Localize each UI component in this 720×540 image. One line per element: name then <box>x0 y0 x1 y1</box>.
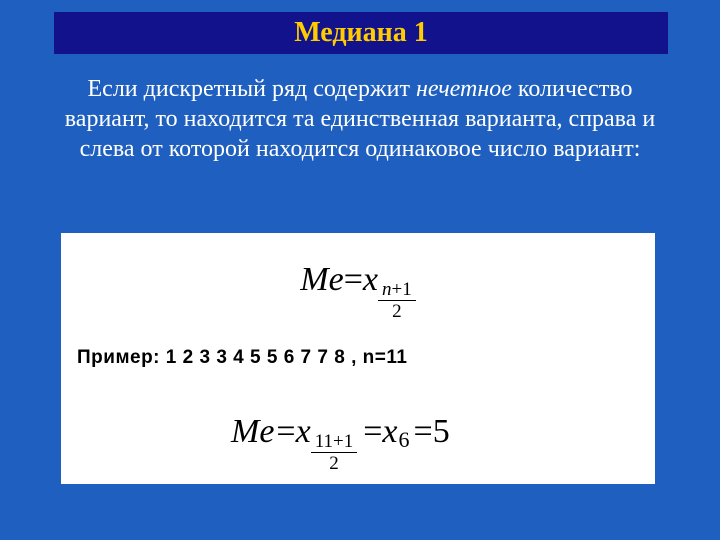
f1-eq: = <box>344 261 363 299</box>
f2-e: e <box>259 413 274 451</box>
example-comma: , <box>351 347 363 368</box>
f2-val: 5 <box>433 413 450 451</box>
f1-sub-plus1: +1 <box>391 279 411 300</box>
formula-median-general: Me = xn+12 <box>61 239 655 321</box>
slide-title: Медиана 1 <box>294 17 428 49</box>
f2-sub1-den: 2 <box>325 453 343 473</box>
f2-M: M <box>231 413 259 451</box>
f1-subscript: n+12 <box>378 280 416 321</box>
title-bar: Медиана 1 <box>54 12 668 54</box>
example-label: Пример: <box>77 347 166 368</box>
f2-eq2: = <box>363 413 382 451</box>
f1-sub-den: 2 <box>388 301 406 321</box>
f2-eq3: = <box>414 413 433 451</box>
f2-x1: x <box>296 413 311 451</box>
paragraph-italic: нечетное <box>416 76 512 102</box>
body-paragraph: Если дискретный ряд содержит нечетное ко… <box>44 74 676 164</box>
f1-M: M <box>300 261 328 299</box>
f1-e: e <box>329 261 344 299</box>
f2-sub1: 11+12 <box>311 432 358 473</box>
formula-block: Me = xn+12 Пример: 1 2 3 3 4 5 5 6 7 7 8… <box>61 233 655 484</box>
slide: Медиана 1 Если дискретный ряд содержит н… <box>0 0 720 540</box>
f2-sub1-num: 11+1 <box>311 432 358 452</box>
example-n: n=11 <box>363 347 408 368</box>
paragraph-part1: Если дискретный ряд содержит <box>88 76 416 102</box>
formula-median-computed: Me = x11+12 = x6 = 5 <box>231 391 450 473</box>
f2-sub2: 6 <box>399 427 410 453</box>
example-data: 1 2 3 3 4 5 5 6 7 7 8 <box>166 347 351 368</box>
f2-x2: x <box>382 413 397 451</box>
f2-eq1: = <box>276 413 295 451</box>
f1-x: x <box>363 261 378 299</box>
example-line: Пример: 1 2 3 3 4 5 5 6 7 7 8 , n=11 <box>77 347 407 369</box>
